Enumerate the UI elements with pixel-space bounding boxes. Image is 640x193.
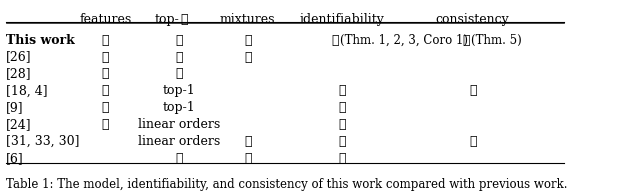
Text: [6]: [6]	[6, 152, 24, 165]
Text: linear orders: linear orders	[138, 135, 221, 148]
Text: ✓: ✓	[175, 51, 183, 64]
Text: consistency: consistency	[436, 13, 509, 26]
Text: top-: top-	[155, 13, 179, 26]
Text: [28]: [28]	[6, 68, 31, 80]
Text: ✓: ✓	[244, 135, 252, 148]
Text: top-1: top-1	[163, 84, 196, 97]
Text: This work: This work	[6, 34, 74, 47]
Text: identifiability: identifiability	[300, 13, 384, 26]
Text: ✓: ✓	[244, 152, 252, 165]
Text: ✓: ✓	[102, 34, 109, 47]
Text: (Thm. 5): (Thm. 5)	[471, 34, 522, 47]
Text: ✓: ✓	[175, 152, 183, 165]
Text: ✓: ✓	[469, 84, 476, 97]
Text: ✓: ✓	[244, 34, 252, 47]
Text: ℓ: ℓ	[180, 13, 188, 26]
Text: ✓: ✓	[338, 135, 346, 148]
Text: Table 1: The model, identifiability, and consistency of this work compared with : Table 1: The model, identifiability, and…	[6, 178, 567, 191]
Text: ✓: ✓	[338, 84, 346, 97]
Text: ✓: ✓	[332, 34, 339, 47]
Text: [31, 33, 30]: [31, 33, 30]	[6, 135, 79, 148]
Text: mixtures: mixtures	[220, 13, 275, 26]
Text: top-1: top-1	[163, 101, 196, 114]
Text: [18, 4]: [18, 4]	[6, 84, 47, 97]
Text: (Thm. 1, 2, 3, Coro 1): (Thm. 1, 2, 3, Coro 1)	[340, 34, 468, 47]
Text: features: features	[79, 13, 131, 26]
Text: ✓: ✓	[338, 101, 346, 114]
Text: [9]: [9]	[6, 101, 23, 114]
Text: ✓: ✓	[102, 51, 109, 64]
Text: ✓: ✓	[102, 84, 109, 97]
Text: [26]: [26]	[6, 51, 31, 64]
Text: [24]: [24]	[6, 118, 31, 131]
Text: ✓: ✓	[175, 68, 183, 80]
Text: ✓: ✓	[102, 68, 109, 80]
Text: ✓: ✓	[469, 135, 476, 148]
Text: ✓: ✓	[338, 152, 346, 165]
Text: ✓: ✓	[462, 34, 470, 47]
Text: ✓: ✓	[175, 34, 183, 47]
Text: ✓: ✓	[102, 101, 109, 114]
Text: ✓: ✓	[244, 51, 252, 64]
Text: ✓: ✓	[102, 118, 109, 131]
Text: ✓: ✓	[338, 118, 346, 131]
Text: linear orders: linear orders	[138, 118, 221, 131]
